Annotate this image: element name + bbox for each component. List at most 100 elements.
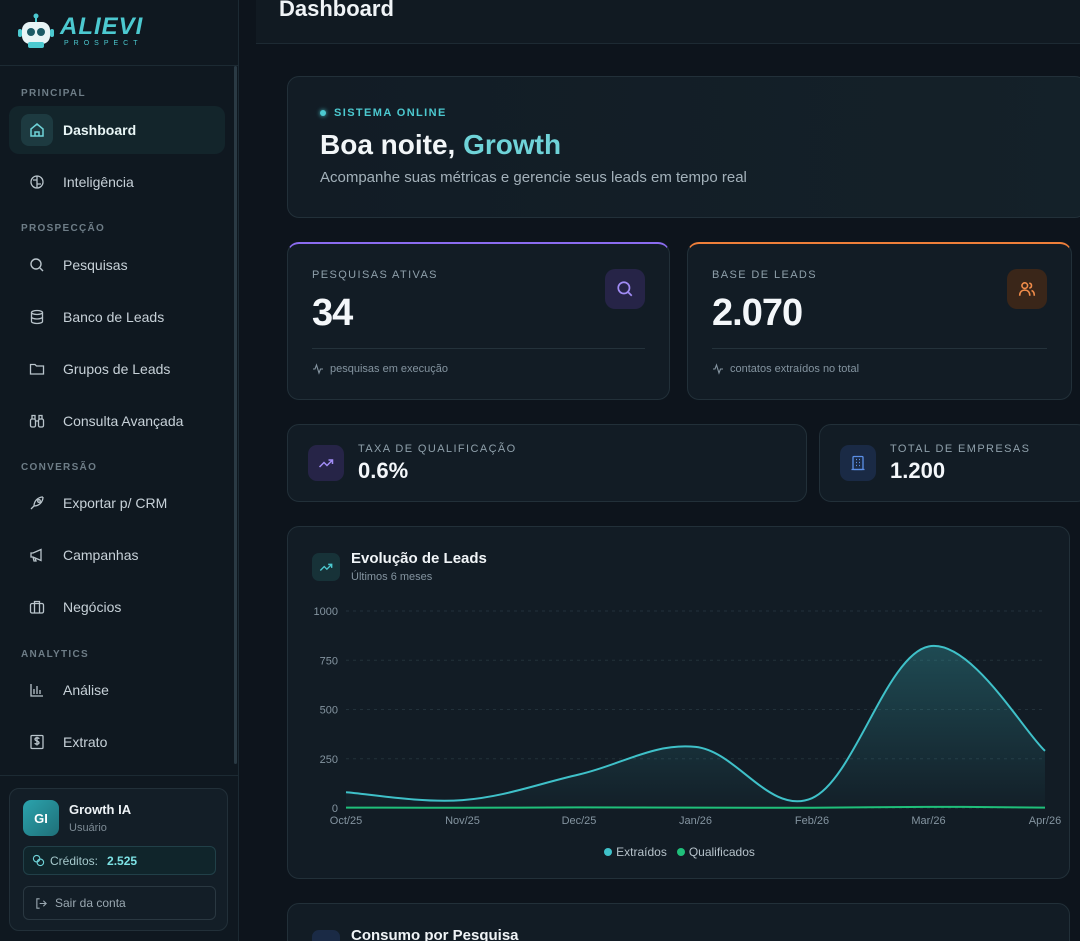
section-title-prospeccao: PROSPECÇÃO xyxy=(21,223,106,234)
sidebar-item-grupos-de-leads[interactable]: Grupos de Leads xyxy=(9,345,225,393)
sidebar-item-analise[interactable]: Análise xyxy=(9,666,225,714)
x-tick-label: Nov/25 xyxy=(445,815,480,827)
sidebar-item-label: Campanhas xyxy=(63,547,139,563)
x-tick-label: Mar/26 xyxy=(911,815,945,827)
dollar-receipt-icon xyxy=(21,726,53,758)
legend-item-qualificados[interactable]: Qualificados xyxy=(676,845,755,859)
user-divider xyxy=(0,775,238,776)
sidebar-item-pesquisas[interactable]: Pesquisas xyxy=(9,241,225,289)
sidebar-item-label: Dashboard xyxy=(63,122,137,138)
search-icon xyxy=(21,249,53,281)
legend-label: Qualificados xyxy=(688,845,755,859)
folder-icon xyxy=(21,353,53,385)
sidebar-item-campanhas[interactable]: Campanhas xyxy=(9,531,225,579)
sidebar-item-label: Inteligência xyxy=(63,174,134,190)
greeting: Boa noite, Growth xyxy=(320,129,561,161)
stat-card-pesquisas-ativas[interactable]: PESQUISAS ATIVAS 34 pesquisas em execuçã… xyxy=(287,242,670,400)
y-tick-label: 500 xyxy=(320,705,338,717)
welcome-subtitle: Acompanhe suas métricas e gerencie seus … xyxy=(320,169,747,186)
sidebar-item-consulta-avancada[interactable]: Consulta Avançada xyxy=(9,397,225,445)
stat-card-base-de-leads[interactable]: BASE DE LEADS 2.070 contatos extraídos n… xyxy=(687,242,1072,400)
area-extraídos xyxy=(346,645,1045,808)
series-line-extraídos xyxy=(345,645,1046,803)
credits-badge[interactable]: Créditos: 2.525 xyxy=(23,846,216,875)
greeting-name: Growth xyxy=(463,129,562,160)
stat-label: BASE DE LEADS xyxy=(712,269,818,281)
section-title-conversao: CONVERSÃO xyxy=(21,462,98,473)
y-tick-label: 0 xyxy=(332,803,338,815)
brand-name: ALIEVI xyxy=(60,13,144,40)
series-line-qualificados xyxy=(345,805,1046,809)
user-card: GI Growth IA Usuário Créditos: 2.525 Sai… xyxy=(9,788,228,931)
sidebar-item-label: Consulta Avançada xyxy=(63,413,184,429)
lead-evolution-chart[interactable]: 0 250 500 750 1000 Oct/25 Nov/25 Dec/25 Jan/26 Fe… xyxy=(288,527,1071,880)
stat-value: 34 xyxy=(312,292,353,334)
section-title-analytics: ANALYTICS xyxy=(21,649,90,660)
stat-value: 0.6% xyxy=(358,458,409,483)
brain-icon xyxy=(21,166,53,198)
credits-label: Créditos: xyxy=(50,853,99,868)
activity-icon xyxy=(313,363,323,375)
robot-logo-icon xyxy=(18,13,54,48)
legend-dot xyxy=(676,848,685,856)
sidebar: ALIEVI PROSPECT PRINCIPAL Dashboard Inte… xyxy=(0,0,239,941)
sidebar-item-negocios[interactable]: Negócios xyxy=(9,583,225,631)
stat-footer-text: contatos extraídos no total xyxy=(730,363,860,375)
sidebar-divider xyxy=(0,65,238,66)
activity-icon xyxy=(713,363,723,375)
search-icon xyxy=(605,269,645,309)
trending-up-icon xyxy=(312,553,340,581)
user-role: Usuário xyxy=(69,822,107,834)
stat-card-taxa-qualificacao[interactable]: TAXA DE QUALIFICAÇÃO 0.6% xyxy=(287,424,807,502)
user-name: Growth IA xyxy=(69,802,132,817)
stat-card-total-empresas[interactable]: TOTAL DE EMPRESAS 1.200 xyxy=(819,424,1080,502)
sidebar-item-banco-de-leads[interactable]: Banco de Leads xyxy=(9,293,225,341)
chart-legend: Extraídos Qualificados xyxy=(288,845,1071,859)
brand-logo[interactable]: ALIEVI PROSPECT xyxy=(16,12,143,50)
chart-icon xyxy=(312,930,340,941)
stat-value: 1.200 xyxy=(890,458,946,483)
y-tick-label: 750 xyxy=(320,655,338,667)
y-tick-label: 1000 xyxy=(314,606,338,618)
sidebar-item-label: Análise xyxy=(63,682,109,698)
building-icon xyxy=(840,445,876,481)
x-tick-label: Jan/26 xyxy=(679,815,712,827)
sidebar-item-label: Extrato xyxy=(63,734,108,750)
legend-item-extraidos[interactable]: Extraídos xyxy=(604,845,667,859)
users-icon xyxy=(1007,269,1047,309)
logout-button[interactable]: Sair da conta xyxy=(23,886,216,920)
chart-subtitle: Últimos 6 meses xyxy=(351,571,433,583)
x-tick-label: Apr/26 xyxy=(1029,815,1061,827)
sidebar-item-label: Banco de Leads xyxy=(63,309,165,325)
legend-label: Extraídos xyxy=(616,845,667,859)
sidebar-item-exportar-crm[interactable]: Exportar p/ CRM xyxy=(9,479,225,527)
coins-icon xyxy=(32,854,45,867)
binoculars-icon xyxy=(21,405,53,437)
bar-chart-icon xyxy=(21,674,53,706)
avatar[interactable]: GI xyxy=(23,800,59,836)
stat-footer: pesquisas em execução xyxy=(312,363,448,375)
brand-sub: PROSPECT xyxy=(64,40,143,47)
legend-dot xyxy=(604,848,613,856)
sidebar-item-inteligencia[interactable]: Inteligência xyxy=(9,158,225,206)
sidebar-scrollbar[interactable] xyxy=(234,66,237,764)
chart-title: Evolução de Leads xyxy=(351,550,487,567)
database-icon xyxy=(21,301,53,333)
sidebar-item-label: Pesquisas xyxy=(63,257,128,273)
system-status: SISTEMA ONLINE xyxy=(320,107,447,119)
sidebar-item-extrato[interactable]: Extrato xyxy=(9,718,225,766)
credits-value: 2.525 xyxy=(107,853,138,868)
sidebar-item-label: Exportar p/ CRM xyxy=(63,495,168,511)
briefcase-icon xyxy=(21,591,53,623)
sidebar-item-label: Negócios xyxy=(63,599,122,615)
trending-up-icon xyxy=(308,445,344,481)
sidebar-item-dashboard[interactable]: Dashboard xyxy=(9,106,225,154)
stat-footer: contatos extraídos no total xyxy=(712,363,859,375)
card-title: Consumo por Pesquisa xyxy=(351,927,519,941)
home-icon xyxy=(21,114,53,146)
stat-footer-text: pesquisas em execução xyxy=(330,363,449,375)
x-tick-label: Oct/25 xyxy=(330,815,362,827)
chart-card-consumo-pesquisa: Consumo por Pesquisa xyxy=(287,903,1070,941)
stat-label: TAXA DE QUALIFICAÇÃO xyxy=(358,443,517,455)
stat-divider xyxy=(712,348,1047,349)
